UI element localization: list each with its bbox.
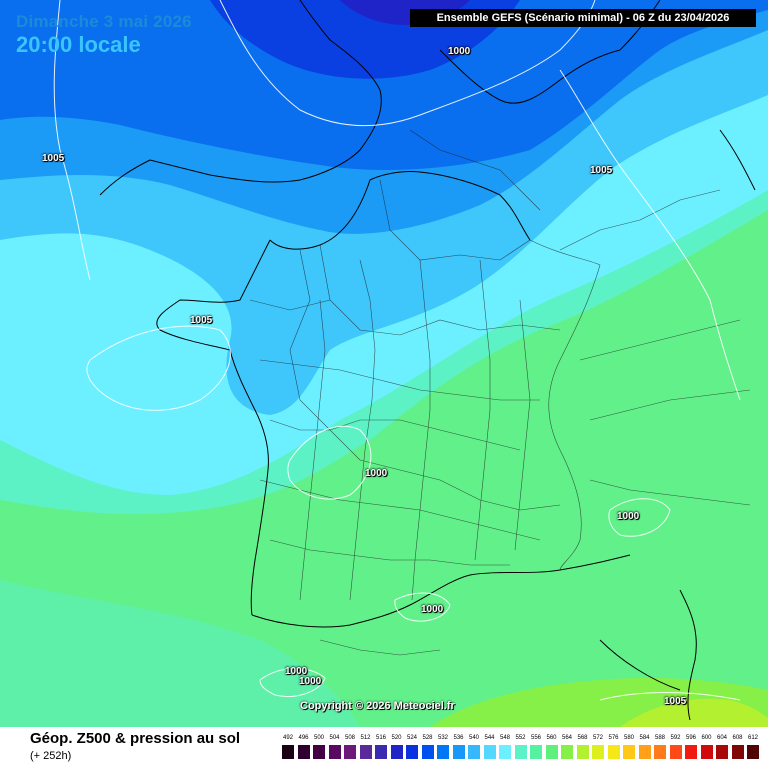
scale-tick-label: 604 xyxy=(716,735,727,741)
scale-swatch xyxy=(375,745,387,759)
scale-swatch xyxy=(576,745,589,759)
scale-swatch xyxy=(685,745,697,759)
band-568 xyxy=(620,698,768,727)
scale-tick-label: 612 xyxy=(747,735,758,741)
scale-swatch xyxy=(592,745,604,759)
scale-swatch xyxy=(514,745,527,759)
scale-tick-label: 512 xyxy=(360,735,371,741)
isobar-label-1000-alps: 1000 xyxy=(617,511,640,522)
color-scale: 492 496 500 504 508 512 516 520 524 528 532 536 540 5… xyxy=(282,727,762,768)
scale-swatch xyxy=(359,745,372,759)
isobar-label-1005-brittany: 1005 xyxy=(190,315,213,326)
scale-tick-label: 588 xyxy=(654,735,665,741)
scale-swatch xyxy=(390,745,403,759)
isobar-label-1000-sw-b: 1000 xyxy=(299,676,322,687)
scale-swatch xyxy=(297,745,310,759)
time-title: 20:00 locale xyxy=(16,32,141,57)
scale-swatch xyxy=(545,745,558,759)
scale-tick-label: 532 xyxy=(437,735,448,741)
scale-tick-label: 504 xyxy=(329,735,340,741)
isobar-label-1005-ne: 1005 xyxy=(590,165,613,176)
scale-swatch xyxy=(669,745,682,759)
scale-swatch xyxy=(530,745,542,759)
model-run-title: Ensemble GEFS (Scénario minimal) - 06 Z … xyxy=(410,9,756,27)
scale-tick-label: 600 xyxy=(701,735,712,741)
scale-swatch xyxy=(406,745,418,759)
scale-tick-label: 548 xyxy=(499,735,510,741)
scale-tick-label: 544 xyxy=(484,735,495,741)
band-556-sw xyxy=(0,580,360,727)
scale-tick-label: 580 xyxy=(623,735,634,741)
scale-swatch xyxy=(499,745,511,759)
scale-swatch xyxy=(468,745,480,759)
scale-swatch xyxy=(328,745,341,759)
scale-tick-label: 520 xyxy=(391,735,402,741)
isobar-label-1005-se: 1005 xyxy=(664,696,687,707)
scale-swatch xyxy=(700,745,713,759)
scale-tick-label: 516 xyxy=(375,735,386,741)
scale-tick-label: 492 xyxy=(282,735,293,741)
scale-tick-label: 540 xyxy=(468,735,479,741)
scale-tick-label: 596 xyxy=(685,735,696,741)
scale-tick-label: 564 xyxy=(561,735,572,741)
legend-title: Géop. Z500 & pression au sol xyxy=(30,730,241,747)
scale-tick-label: 524 xyxy=(406,735,417,741)
admin-borders xyxy=(249,129,751,656)
legend-bar: Géop. Z500 & pression au sol (+ 252h) 49… xyxy=(0,727,768,768)
scale-swatch xyxy=(654,745,666,759)
map-canvas xyxy=(0,0,768,727)
isobar-label-1005-nw: 1005 xyxy=(42,153,65,164)
scale-tick-label: 536 xyxy=(453,735,464,741)
scale-tick-label: 556 xyxy=(530,735,541,741)
scale-swatch xyxy=(421,745,434,759)
scale-swatch xyxy=(716,745,728,759)
scale-swatch xyxy=(731,745,744,759)
scale-swatch xyxy=(607,745,620,759)
band-532 xyxy=(0,0,768,170)
scale-swatch xyxy=(282,745,294,759)
isobar-label-1000-sw-a: 1000 xyxy=(285,666,308,677)
legend-subtitle: (+ 252h) xyxy=(30,750,72,762)
scale-swatch xyxy=(344,745,356,759)
scale-swatch xyxy=(561,745,573,759)
scale-tick-label: 572 xyxy=(592,735,603,741)
scale-tick-label: 592 xyxy=(670,735,681,741)
scale-swatch xyxy=(623,745,635,759)
date-title: Dimanche 3 mai 2026 xyxy=(16,12,192,31)
isobar-label-1000-north: 1000 xyxy=(448,46,471,57)
isobar-label-1000-center: 1000 xyxy=(365,468,388,479)
scale-tick-label: 576 xyxy=(608,735,619,741)
scale-tick-label: 584 xyxy=(639,735,650,741)
copyright-notice: Copyright © 2026 Meteociel.fr xyxy=(300,700,455,712)
scale-swatch xyxy=(452,745,465,759)
scale-swatch xyxy=(638,745,651,759)
scale-tick-label: 500 xyxy=(313,735,324,741)
scale-tick-label: 560 xyxy=(546,735,557,741)
isobar-label-1000-pyrenees: 1000 xyxy=(421,604,444,615)
scale-tick-label: 608 xyxy=(732,735,743,741)
isobar-lines xyxy=(53,0,741,701)
scale-swatch xyxy=(437,745,449,759)
scale-tick-label: 508 xyxy=(344,735,355,741)
scale-tick-label: 528 xyxy=(422,735,433,741)
weather-map: Dimanche 3 mai 2026 20:00 locale Ensembl… xyxy=(0,0,768,727)
scale-swatch xyxy=(313,745,325,759)
scale-swatch xyxy=(483,745,496,759)
scale-tick-label: 496 xyxy=(298,735,309,741)
scale-swatch xyxy=(747,745,759,759)
scale-tick-label: 568 xyxy=(577,735,588,741)
scale-tick-label: 552 xyxy=(515,735,526,741)
